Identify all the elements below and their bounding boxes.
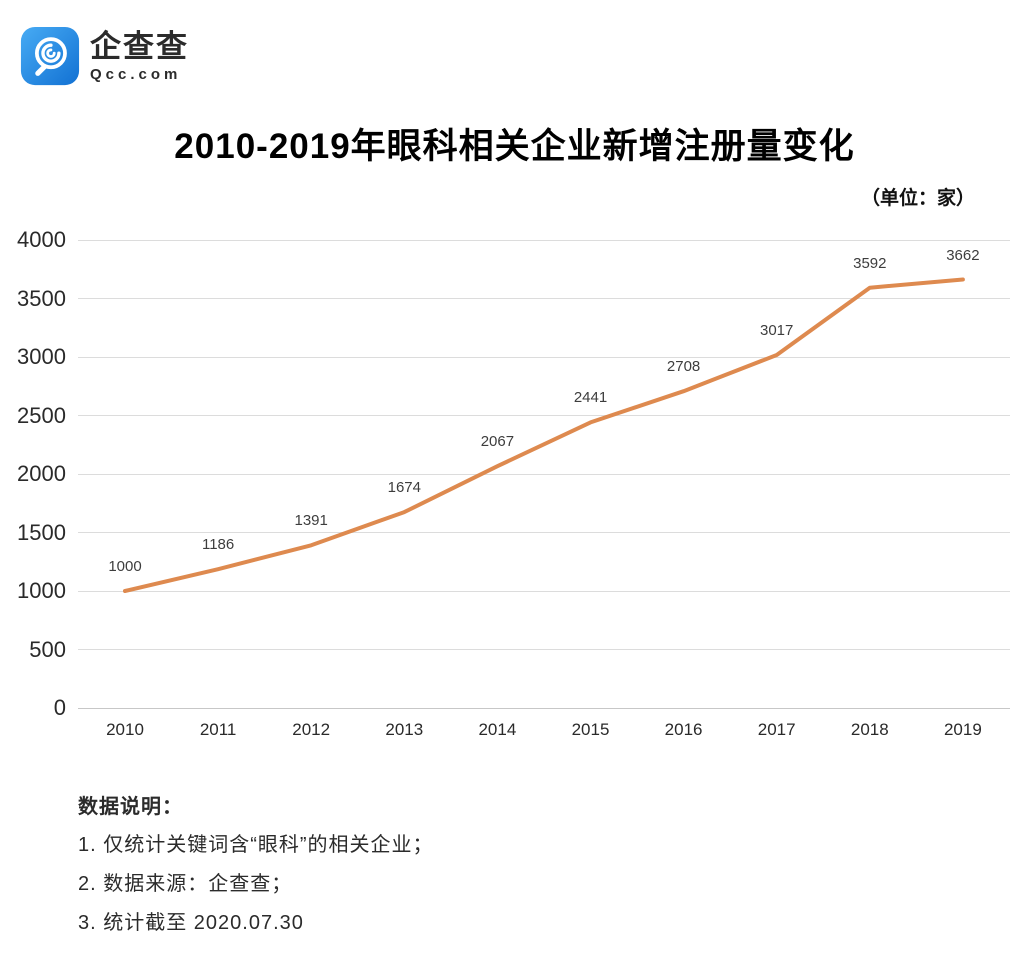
note-item: 3. 统计截至 2020.07.30 [78,912,304,934]
data-point-label: 1000 [108,558,142,575]
y-axis-tick-label: 3500 [17,285,66,311]
y-axis-tick-label: 1000 [17,578,66,603]
gridline [78,473,1010,475]
note-item: 2. 数据来源：企查查； [78,873,293,895]
logo-text: 企查查 Qcc.com [90,26,189,84]
data-point-label: 3662 [946,246,980,264]
x-axis-label: 2017 [757,720,796,739]
logo-domain: Qcc.com [90,66,182,83]
data-point-label: 1674 [387,479,421,497]
gridline [78,298,1010,299]
x-axis-label: 2014 [478,720,517,739]
x-axis-label: 2016 [664,720,703,739]
data-point-label: 2441 [573,389,608,407]
x-axis-label: 2019 [943,720,982,739]
data-point-label: 2067 [480,433,515,451]
gridline [78,532,1010,533]
x-axis-label: 2012 [292,720,331,739]
trend-line [123,277,965,593]
data-point-label: 1391 [294,512,328,530]
y-axis-tick-label: 0 [53,695,66,720]
y-axis-tick-label: 4000 [17,227,66,252]
y-axis-tick-label: 2500 [17,402,66,428]
unit-label: （单位：家） [860,188,975,209]
x-axis-label: 2011 [199,720,237,739]
x-axis-line [78,707,1010,709]
y-axis-tick-label: 1500 [17,519,66,545]
data-point-label: 2708 [666,358,701,376]
notes-title: 数据说明： [78,796,183,818]
note-item: 1. 仅统计关键词含“眼科”的相关企业； [78,834,434,856]
x-axis-label: 2018 [850,720,889,739]
gridline [78,415,1010,416]
data-point-label: 1186 [201,536,235,554]
y-axis-tick-label: 500 [29,636,66,662]
gridline [78,590,1010,592]
gridline [78,649,1010,650]
chart-title: 2010-2019年眼科相关企业新增注册量变化 [174,127,855,166]
x-axis-label: 2015 [571,720,610,739]
data-point-label: 3017 [760,322,794,339]
x-axis-label: 2013 [385,720,424,739]
qcc-logo-icon [20,26,80,86]
magnifier-spiral-icon [20,26,80,86]
logo-name: 企查查 [90,29,189,64]
qcc-logo: 企查查 Qcc.com [20,26,189,86]
gridline [78,356,1010,358]
gridline [78,239,1010,241]
data-point-label: 3592 [853,254,887,272]
x-axis-label: 2010 [106,720,144,739]
y-axis-tick-label: 2000 [17,461,66,486]
y-axis-tick-label: 3000 [17,344,66,369]
data-notes: 数据说明： 1. 仅统计关键词含“眼科”的相关企业； 2. 数据来源：企查查； … [78,790,434,951]
